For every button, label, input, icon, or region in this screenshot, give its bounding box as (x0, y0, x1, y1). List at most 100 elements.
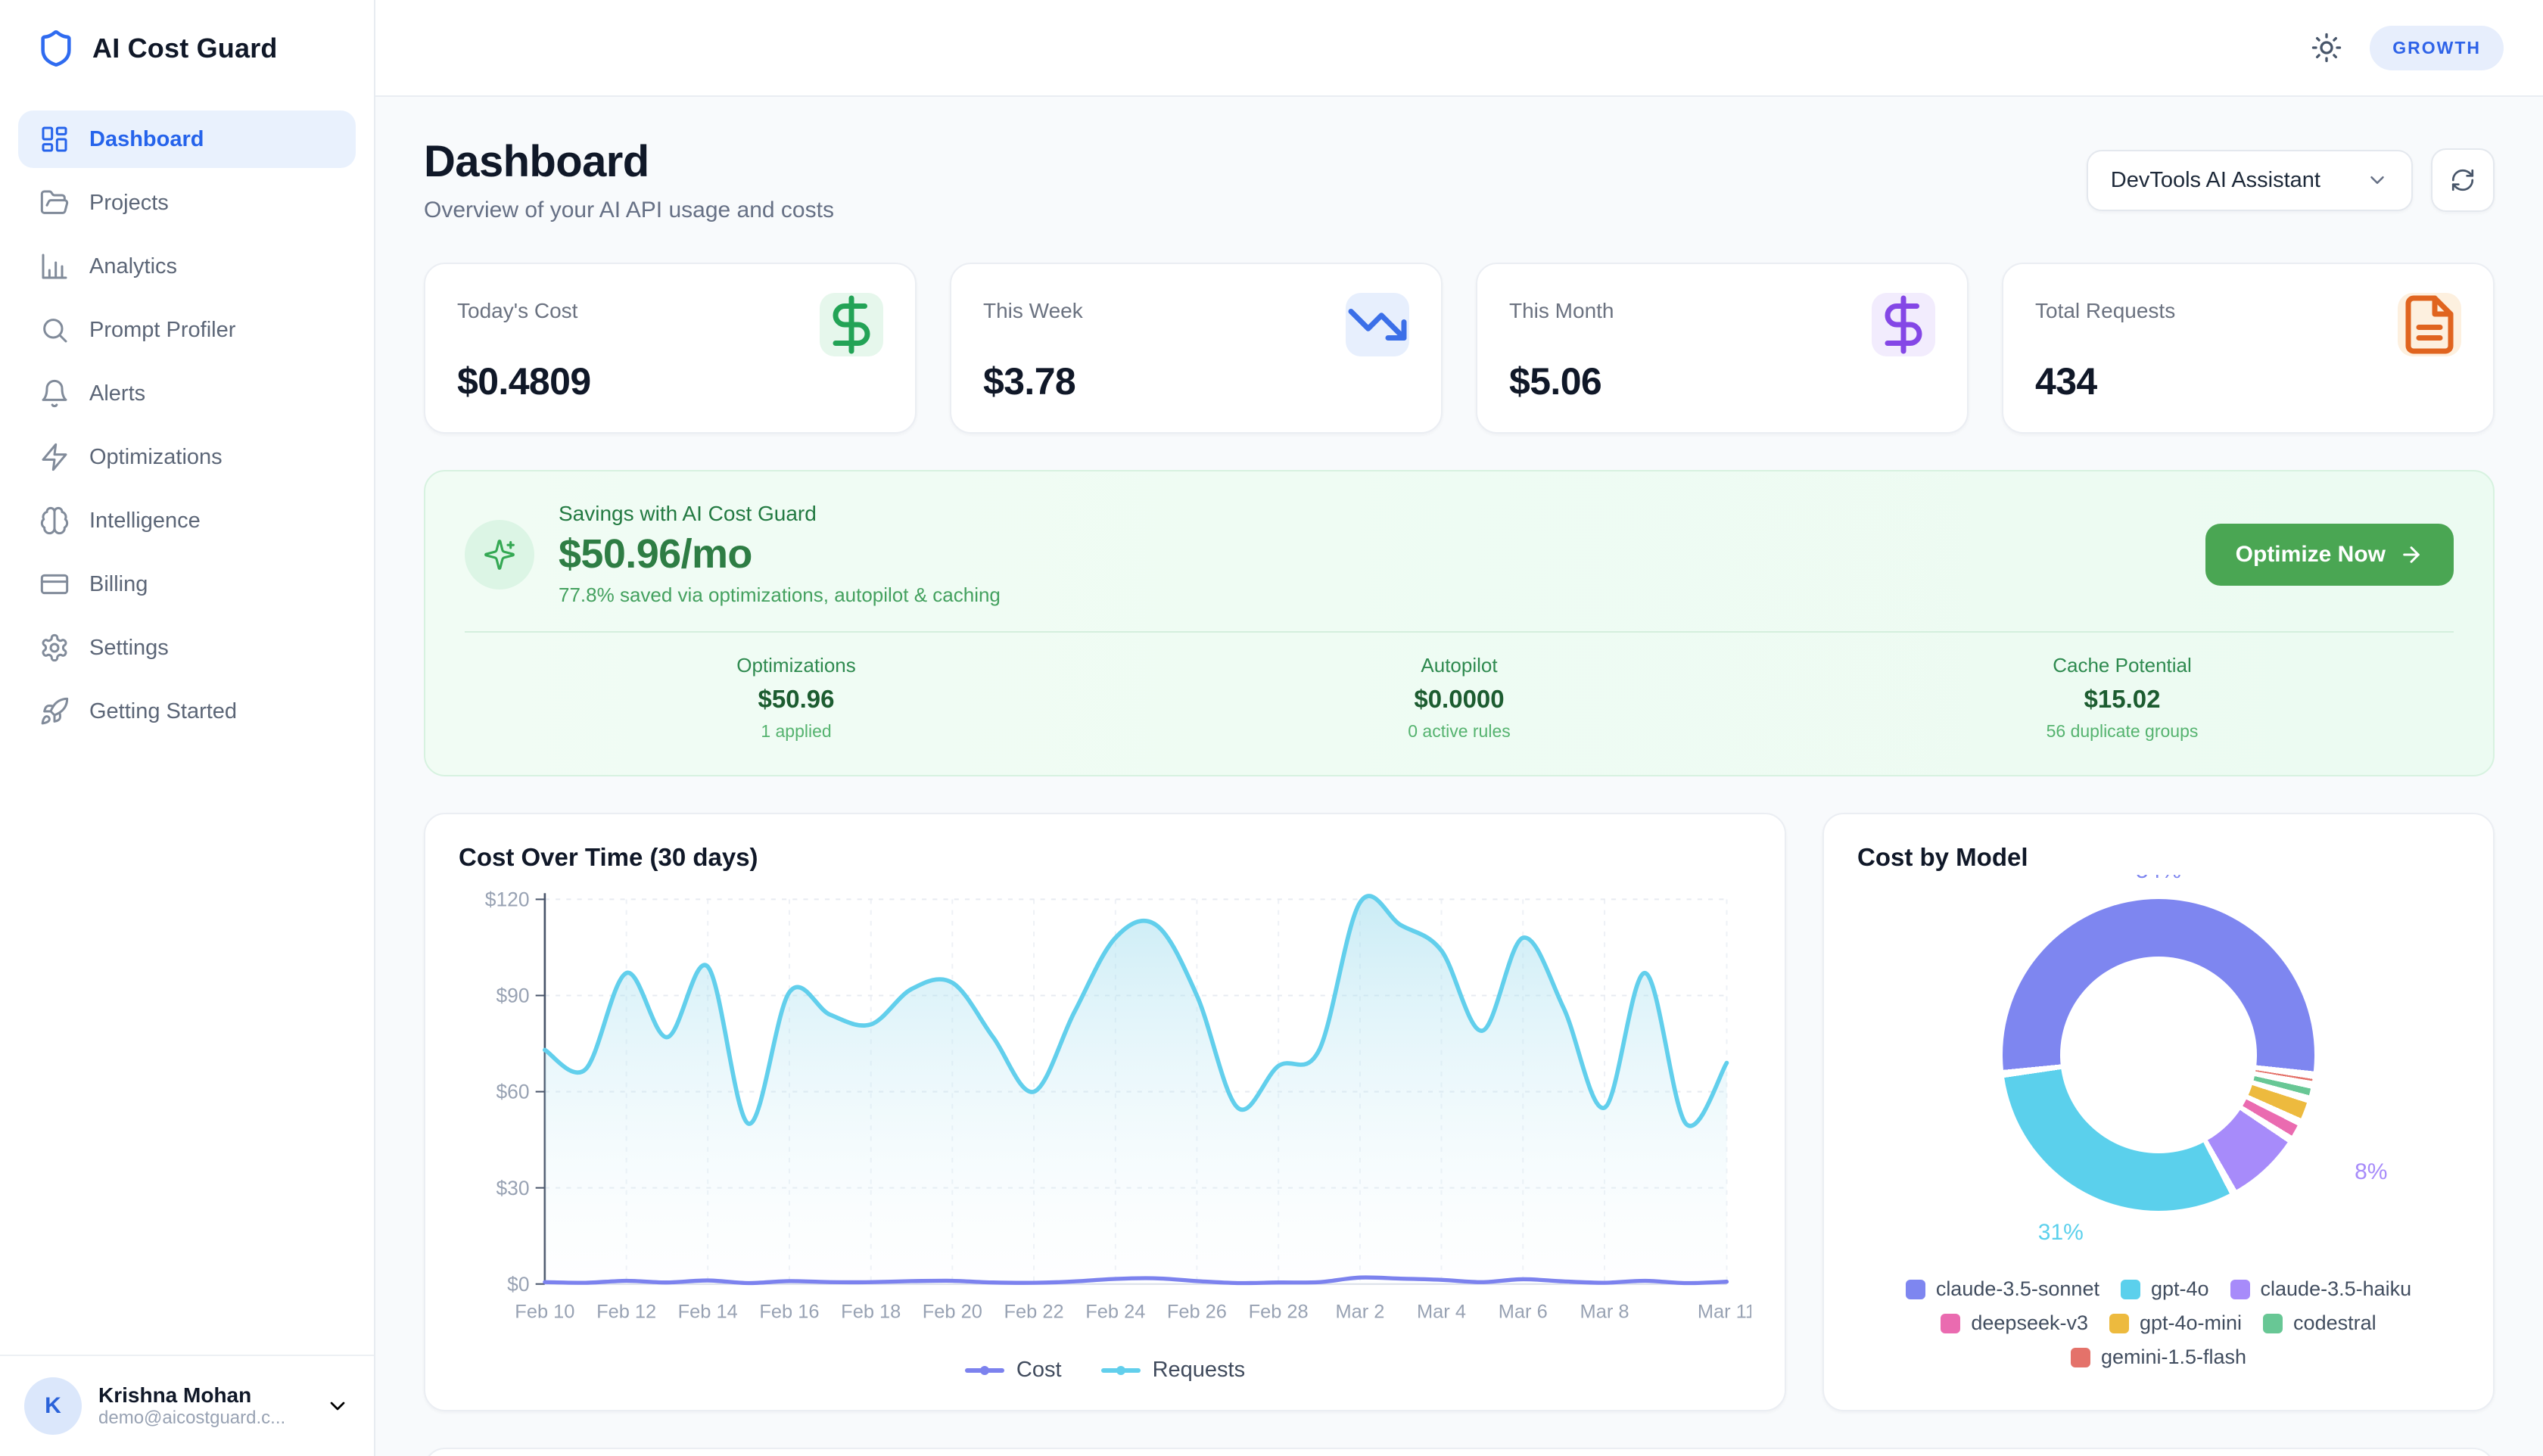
savings-amount: $50.96/mo (559, 531, 752, 577)
svg-text:Feb 14: Feb 14 (678, 1301, 738, 1322)
sidebar-item-settings[interactable]: Settings (18, 619, 356, 677)
legend-swatch (2120, 1279, 2140, 1299)
sidebar-item-getting-started[interactable]: Getting Started (18, 683, 356, 740)
project-selector[interactable]: DevTools AI Assistant (2086, 149, 2413, 211)
breakdown-optimizations: Optimizations $50.96 1 applied (736, 654, 856, 741)
sidebar-item-billing[interactable]: Billing (18, 555, 356, 613)
legend-marker (1100, 1361, 1141, 1380)
trending-down-icon (1346, 293, 1409, 356)
settings-icon (39, 633, 70, 663)
line-chart-legend: Cost Requests (459, 1355, 1751, 1395)
bottom-card (424, 1448, 2495, 1456)
sidebar-item-projects[interactable]: Projects (18, 174, 356, 232)
chart-title: Cost by Model (1857, 843, 2028, 871)
stat-card-this-week: This Week $3.78 (950, 263, 1443, 434)
legend-swatch (2109, 1313, 2129, 1333)
donut-label-haiku: 8% (2355, 1159, 2388, 1184)
donut-label-gpt4o: 31% (2037, 1220, 2084, 1245)
chart-title: Cost Over Time (30 days) (459, 843, 758, 871)
optimize-now-button[interactable]: Optimize Now (2205, 523, 2454, 586)
sidebar-item-prompt-profiler[interactable]: Prompt Profiler (18, 301, 356, 359)
stats-row: Today's Cost $0.4809 This Week $3.78 This Mo… (424, 263, 2495, 434)
sun-icon (2311, 32, 2342, 64)
stat-value: $0.4809 (457, 360, 591, 403)
legend-item-gpt-4o-mini[interactable]: gpt-4o-mini (2109, 1311, 2242, 1335)
sidebar-item-alerts[interactable]: Alerts (18, 365, 356, 422)
svg-text:Feb 24: Feb 24 (1085, 1301, 1145, 1322)
svg-text:Mar 6: Mar 6 (1499, 1301, 1548, 1322)
folder-open-icon (39, 188, 70, 218)
svg-text:Feb 26: Feb 26 (1167, 1301, 1227, 1322)
sidebar-item-label: Projects (89, 190, 169, 215)
legend-item-gpt-4o[interactable]: gpt-4o (2120, 1277, 2209, 1301)
svg-text:$0: $0 (507, 1273, 529, 1296)
dashboard-content: Dashboard Overview of your AI API usage … (375, 97, 2543, 1456)
svg-text:$120: $120 (485, 888, 530, 911)
legend-item-cost[interactable]: Cost (964, 1358, 1062, 1383)
sidebar-item-label: Settings (89, 635, 169, 660)
bar-chart-icon (39, 251, 70, 282)
svg-text:Feb 18: Feb 18 (841, 1301, 901, 1322)
svg-text:$60: $60 (496, 1081, 529, 1103)
legend-item-claude-3-5-haiku[interactable]: claude-3.5-haiku (2230, 1277, 2411, 1301)
cost-over-time-card: Cost Over Time (30 days) $0 $30 $60 $90 $120… (424, 813, 1786, 1412)
donut-legend: claude-3.5-sonnet gpt-4o claude-3.5-haiku d… (1877, 1277, 2440, 1369)
dollar-sign-icon (820, 293, 883, 356)
app-name: AI Cost Guard (92, 33, 278, 64)
file-text-icon (2398, 293, 2461, 356)
svg-text:Mar 11: Mar 11 (1698, 1301, 1751, 1322)
svg-text:$30: $30 (496, 1177, 529, 1199)
cost-over-time-chart: $0 $30 $60 $90 $120 Feb 10 Feb 12 Feb 14 Feb 16 F… (459, 881, 1751, 1355)
theme-toggle-button[interactable] (2311, 32, 2342, 64)
sidebar-item-intelligence[interactable]: Intelligence (18, 492, 356, 549)
divider (465, 631, 2454, 633)
user-name: Krishna Mohan (98, 1383, 252, 1407)
sidebar: AI Cost Guard Dashboard Projects Analytics… (0, 0, 375, 1456)
shield-icon (36, 29, 76, 68)
legend-marker (964, 1361, 1004, 1380)
sidebar-item-analytics[interactable]: Analytics (18, 238, 356, 295)
svg-text:Feb 20: Feb 20 (923, 1301, 982, 1322)
arrow-right-icon (2399, 543, 2423, 567)
rocket-icon (39, 696, 70, 726)
sparkles-icon (483, 538, 516, 571)
stat-value: $5.06 (1509, 360, 1602, 403)
sidebar-item-dashboard[interactable]: Dashboard (18, 110, 356, 168)
legend-item-claude-3-5-sonnet[interactable]: claude-3.5-sonnet (1905, 1277, 2099, 1301)
bell-icon (39, 378, 70, 409)
legend-swatch (2263, 1313, 2283, 1333)
stat-card-today-s-cost: Today's Cost $0.4809 (424, 263, 917, 434)
legend-item-gemini-1-5-flash[interactable]: gemini-1.5-flash (2070, 1346, 2246, 1369)
sidebar-item-label: Optimizations (89, 444, 223, 469)
legend-item-requests[interactable]: Requests (1100, 1358, 1245, 1383)
sidebar-item-label: Dashboard (89, 126, 204, 151)
savings-note: 77.8% saved via optimizations, autopilot… (559, 583, 1001, 606)
legend-item-codestral[interactable]: codestral (2263, 1311, 2376, 1335)
savings-title: Savings with AI Cost Guard (559, 502, 817, 525)
search-icon (39, 315, 70, 345)
donut-label-sonnet: 54% (2136, 875, 2181, 884)
legend-swatch (1941, 1313, 1961, 1333)
refresh-button[interactable] (2431, 148, 2495, 212)
legend-swatch (2070, 1347, 2090, 1367)
refresh-icon (2450, 167, 2476, 193)
svg-text:Feb 12: Feb 12 (596, 1301, 656, 1322)
avatar: K (24, 1377, 82, 1435)
project-selector-value: DevTools AI Assistant (2110, 167, 2320, 192)
chevron-down-icon (2366, 169, 2389, 191)
svg-text:Mar 2: Mar 2 (1335, 1301, 1384, 1322)
stat-label: Today's Cost (457, 299, 578, 322)
stat-value: 434 (2035, 360, 2097, 403)
svg-text:Feb 28: Feb 28 (1249, 1301, 1309, 1322)
sidebar-item-optimizations[interactable]: Optimizations (18, 428, 356, 486)
app-logo: AI Cost Guard (0, 0, 374, 89)
legend-item-deepseek-v3[interactable]: deepseek-v3 (1941, 1311, 2088, 1335)
legend-swatch (1905, 1279, 1925, 1299)
cost-by-model-chart: 54% 31% 8% (1857, 875, 2460, 1262)
sidebar-item-label: Intelligence (89, 508, 201, 533)
user-menu[interactable]: K Krishna Mohan demo@aicostguard.c... (0, 1355, 374, 1456)
top-header: GROWTH (375, 0, 2543, 97)
sidebar-nav: Dashboard Projects Analytics Prompt Profile… (0, 110, 374, 746)
sidebar-item-label: Billing (89, 571, 148, 596)
